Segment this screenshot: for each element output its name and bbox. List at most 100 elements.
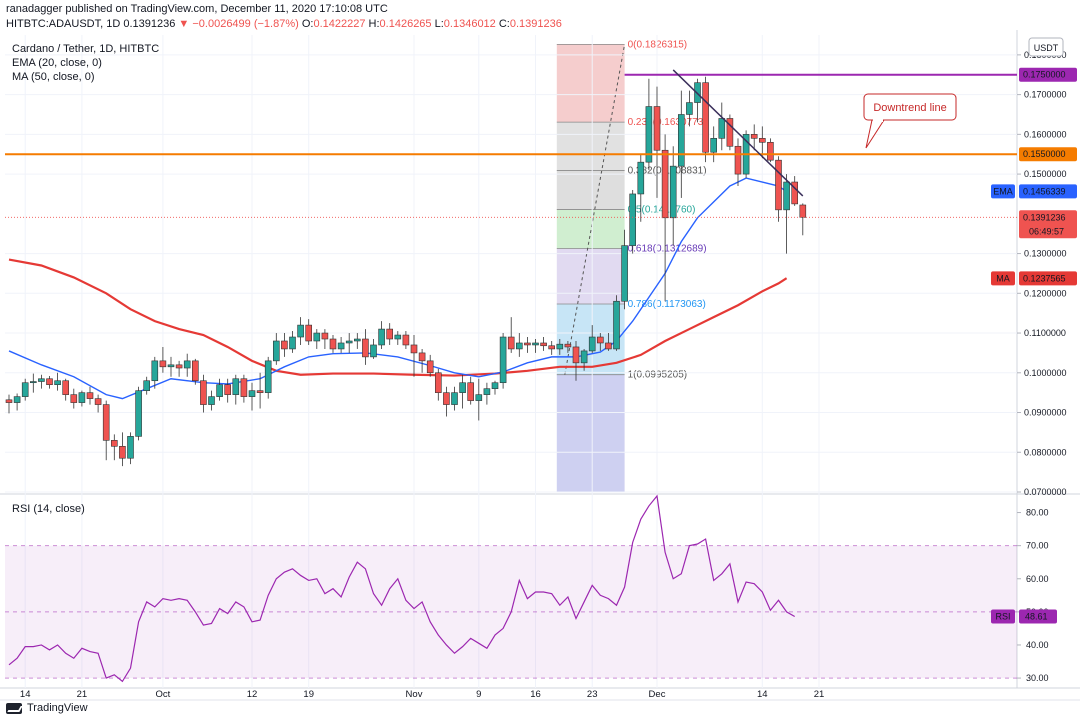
candle [386, 323, 394, 345]
candle-body [21, 382, 29, 397]
low-label: L: [434, 18, 444, 30]
candle [281, 333, 288, 357]
price-tick-label: 0.0900000 [1024, 408, 1067, 418]
candle-body [410, 344, 418, 354]
time-axis[interactable]: 14 21 Oct 12 19 Nov 9 16 23 Dec 14 21 [20, 689, 824, 700]
fib-zone [556, 122, 625, 171]
candle-body [370, 344, 377, 358]
candle-body [524, 342, 531, 346]
fib-zone [556, 248, 625, 305]
candle [102, 400, 110, 461]
fib-zone [556, 44, 625, 123]
candle-body [515, 342, 523, 350]
high-label: H: [368, 18, 380, 30]
candle [5, 394, 13, 414]
resistance-price-label: 0.1750000 [1023, 70, 1066, 80]
time-tick-label: Oct [156, 689, 171, 700]
ema-price-tag [1019, 184, 1077, 199]
candle [734, 138, 742, 187]
candle-body [629, 193, 637, 246]
fib-level-label: 0.236(0.1630773) [628, 117, 707, 128]
candle [94, 394, 102, 413]
footer-brand: TradingView [27, 702, 88, 714]
candle [491, 380, 499, 395]
candle [467, 376, 475, 405]
candle-body [200, 380, 207, 405]
resistance-price-tag[interactable] [1019, 67, 1077, 82]
candle [499, 333, 507, 389]
candle [426, 354, 434, 377]
legend-ema: EMA (20, close, 0) [12, 57, 102, 69]
candle-body [13, 396, 21, 403]
candle [475, 378, 483, 421]
drawings[interactable]: Downtrend line [5, 69, 1017, 218]
price-axis[interactable]: 0.18000000.17000000.16000000.15000000.13… [991, 50, 1077, 497]
candle [613, 295, 620, 351]
candle-body [402, 334, 410, 346]
price-tick-label: 0.0800000 [1024, 447, 1067, 457]
candle-body [232, 378, 240, 395]
candle-body [102, 404, 110, 441]
fib-zone [556, 209, 625, 249]
candle-body [321, 332, 329, 340]
ema20-line [8, 177, 787, 400]
rsi-value-label: 48.61 [1025, 611, 1048, 621]
currency-button[interactable]: USDT [1028, 37, 1064, 57]
candle-body [532, 342, 539, 346]
candle-body [353, 338, 361, 342]
downtrend-line[interactable] [672, 69, 804, 197]
time-tick-label: 14 [757, 689, 768, 700]
candle [264, 356, 272, 399]
time-tick-label: Nov [406, 689, 423, 700]
support-price-label: 0.1550000 [1023, 149, 1066, 159]
time-tick-label: 19 [303, 689, 314, 700]
candle-body [434, 372, 442, 393]
candle-body [264, 360, 272, 393]
candle [289, 331, 296, 353]
candle-body [256, 390, 264, 393]
candle-body [499, 336, 507, 384]
trendline-callout[interactable] [863, 93, 957, 121]
time-tick-label: Dec [649, 689, 666, 700]
candle [175, 360, 183, 377]
fibonacci-retracement[interactable]: 0(0.1826315)0.236(0.1630773)0.382(0.1508… [556, 39, 707, 492]
candle-body [305, 324, 313, 342]
time-tick-label: 21 [77, 689, 88, 700]
support-price-tag[interactable] [1019, 147, 1077, 162]
candle-body [78, 392, 86, 403]
legend-rsi: RSI (14, close) [12, 503, 85, 515]
symbol-label: HITBTC:ADAUSDT, 1D [6, 18, 121, 30]
rsi-tag [991, 609, 1015, 624]
candle [694, 78, 701, 123]
candle [345, 333, 353, 353]
candle [402, 331, 410, 349]
candle [637, 154, 645, 222]
candle [256, 372, 264, 409]
candle [297, 317, 304, 345]
fib-zone [556, 170, 625, 210]
candle [540, 337, 547, 351]
high-value: 0.1426265 [379, 18, 432, 30]
candle-body [29, 381, 37, 384]
candle-body [758, 138, 766, 143]
candle-body [418, 352, 426, 362]
candle-body [767, 141, 774, 161]
candle [329, 335, 337, 353]
candle-body [507, 336, 515, 350]
candle-body [281, 340, 288, 350]
price-tick-label: 0.1000000 [1024, 368, 1067, 378]
candle-body [605, 342, 612, 350]
fib-zone [556, 374, 625, 492]
candle [443, 386, 450, 417]
rsi-tick-label: 70.00 [1026, 541, 1049, 551]
candle [119, 432, 126, 467]
candle-body [669, 165, 677, 219]
candle-body [337, 342, 345, 350]
candle [143, 376, 150, 395]
time-tick-label: 12 [247, 689, 258, 700]
candle-body [596, 336, 604, 344]
candle-body [54, 380, 61, 386]
candle-body [799, 204, 807, 218]
